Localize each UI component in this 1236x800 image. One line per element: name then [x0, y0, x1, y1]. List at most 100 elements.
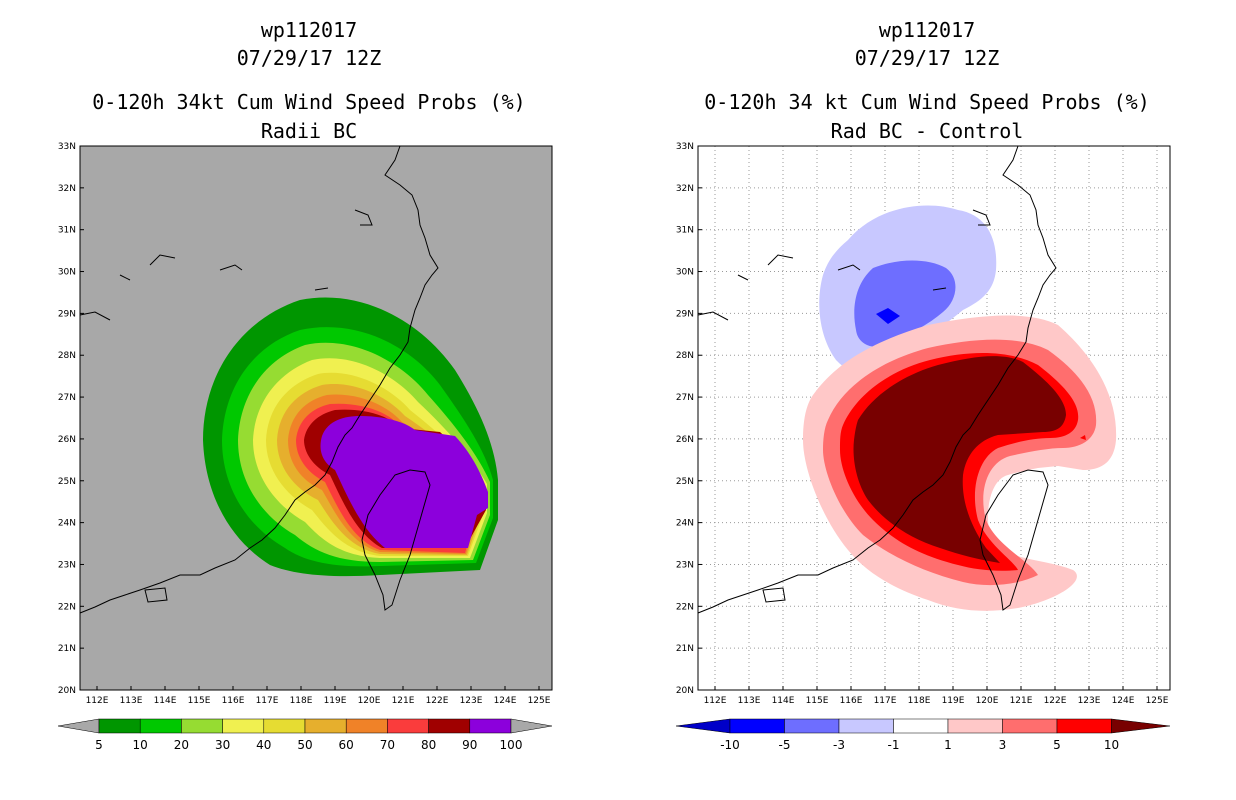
left-lon-label: 118E [290, 696, 313, 706]
left-panel: wp112017 07/29/17 12Z 0-120h 34kt Cum Wi… [57, 18, 553, 752]
right-lon-label: 117E [874, 696, 897, 706]
left-lon-label: 114E [154, 696, 177, 706]
left-lat-label: 33N [58, 142, 76, 152]
right-colorbar-swatch [729, 718, 785, 734]
right-title-subtitle: Rad BC - Control [830, 119, 1024, 143]
left-colorbar: 5 10 20 30 40 50 60 70 80 90 100 [57, 718, 553, 752]
left-coastlines [79, 145, 439, 614]
diff-spot-east [1080, 435, 1086, 440]
left-lat-label: 31N [58, 226, 76, 236]
right-lat-label: 33N [676, 142, 694, 152]
left-lat-label: 22N [58, 602, 76, 612]
coastline-taiwan [979, 469, 1049, 611]
diff-band-minus-3 [854, 260, 956, 347]
right-negative-contours [819, 205, 997, 375]
left-lon-label: 117E [256, 696, 279, 706]
left-colorbar-label: 70 [380, 738, 395, 752]
left-colorbar-labels: 5 10 20 30 40 50 60 70 80 90 100 [95, 738, 522, 752]
diff-band-minus-5 [876, 308, 900, 324]
right-panel: wp112017 07/29/17 12Z 0-120h 34 kt Cum W… [618, 0, 1236, 800]
coastline-china [79, 145, 439, 614]
right-colorbar-label: 5 [1053, 738, 1061, 752]
right-colorbar-swatch [1002, 718, 1058, 734]
left-lon-label: 115E [188, 696, 211, 706]
prob-band-90 [320, 416, 488, 548]
left-lat-label: 27N [58, 393, 76, 403]
left-lon-label: 123E [460, 696, 483, 706]
right-lon-label: 112E [704, 696, 727, 706]
left-lon-label: 112E [86, 696, 109, 706]
right-lon-label: 116E [840, 696, 863, 706]
right-colorbar-swatch [838, 718, 894, 734]
left-lon-label: 122E [426, 696, 449, 706]
right-lat-label: 28N [676, 351, 694, 361]
right-colorbar-label: 3 [999, 738, 1007, 752]
left-colorbar-boxes [98, 718, 512, 734]
right-lat-label: 22N [676, 602, 694, 612]
right-colorbar: -10 -5 -3 -1 1 3 5 10 [675, 718, 1171, 752]
right-lon-label: 113E [738, 696, 761, 706]
left-lat-label: 23N [58, 560, 76, 570]
coastline-inland-lakes [79, 209, 373, 321]
right-lat-label: 32N [676, 184, 694, 194]
right-positive-contours [803, 315, 1117, 611]
right-lat-label: 26N [676, 435, 694, 445]
right-lat-label: 30N [676, 268, 694, 278]
right-lat-label: 23N [676, 560, 694, 570]
left-colorbar-swatch [469, 718, 512, 734]
left-map: 33N 32N 31N 30N 29N 28N 27N 26N 25N 24N 23N 22N 21N 2… [57, 142, 553, 752]
left-lat-label: 28N [58, 351, 76, 361]
left-colorbar-swatch [345, 718, 388, 734]
coastline-hong-kong [144, 587, 168, 603]
right-colorbar-low-arrow [675, 718, 731, 734]
right-lon-label: 123E [1078, 696, 1101, 706]
left-title-id: wp112017 [260, 18, 358, 42]
left-colorbar-swatch [304, 718, 347, 734]
right-colorbar-swatch [784, 718, 840, 734]
left-colorbar-label: 5 [95, 738, 103, 752]
right-lon-label: 124E [1112, 696, 1135, 706]
coastline-taiwan [361, 469, 431, 611]
left-lon-label: 119E [324, 696, 347, 706]
right-lat-ticks: 33N 32N 31N 30N 29N 28N 27N 26N 25N 24N 23N 22N 21N 2… [676, 142, 702, 696]
left-colorbar-swatch [222, 718, 265, 734]
left-colorbar-swatch [98, 718, 141, 734]
right-colorbar-swatch [1056, 718, 1112, 734]
left-colorbar-swatch [387, 718, 429, 734]
right-lat-label: 21N [676, 644, 694, 654]
right-colorbar-label: -5 [779, 738, 791, 752]
left-colorbar-label: 80 [421, 738, 436, 752]
right-colorbar-label: 1 [944, 738, 952, 752]
right-lat-label: 27N [676, 393, 694, 403]
right-colorbar-boxes [675, 718, 1171, 734]
right-colorbar-labels: -10 -5 -3 -1 1 3 5 10 [720, 738, 1119, 752]
left-lon-ticks: 112E 113E 114E 115E 116E 117E 118E 119E 120E 121E… [86, 686, 551, 706]
left-colorbar-label: 40 [256, 738, 271, 752]
left-colorbar-swatch [263, 718, 306, 734]
left-title-date: 07/29/17 12Z [236, 46, 382, 70]
diff-band-plus-10 [853, 356, 1066, 563]
right-lon-label: 118E [908, 696, 931, 706]
right-lon-label: 114E [772, 696, 795, 706]
left-colorbar-swatch [181, 718, 223, 734]
right-lat-label: 31N [676, 226, 694, 236]
right-lon-label: 125E [1146, 696, 1169, 706]
right-colorbar-swatch [947, 718, 1003, 734]
coastline-inland-lakes [697, 209, 991, 321]
left-colorbar-label: 60 [339, 738, 354, 752]
left-colorbar-swatch [139, 718, 182, 734]
right-colorbar-high-arrow [1111, 718, 1171, 734]
right-colorbar-swatch [893, 718, 949, 734]
left-title-subtitle: Radii BC [260, 119, 358, 143]
left-lon-label: 125E [528, 696, 551, 706]
right-lat-label: 29N [676, 309, 694, 319]
left-lat-label: 32N [58, 184, 76, 194]
right-lon-label: 120E [976, 696, 999, 706]
left-lat-label: 29N [58, 309, 76, 319]
left-title-product: 0-120h 34kt Cum Wind Speed Probs (%) [92, 90, 526, 114]
left-lat-ticks: 33N 32N 31N 30N 29N 28N 27N 26N 25N 24N 23N 22N 21N 2… [58, 142, 84, 696]
right-title-product: 0-120h 34 kt Cum Wind Speed Probs (%) [704, 90, 1150, 114]
left-colorbar-label: 100 [500, 738, 523, 752]
coastline-hong-kong [762, 587, 786, 603]
left-colorbar-label: 50 [297, 738, 312, 752]
